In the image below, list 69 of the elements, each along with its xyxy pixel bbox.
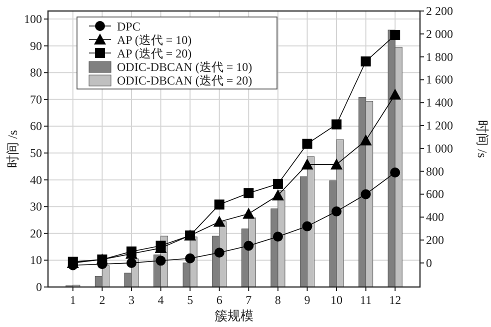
point	[126, 258, 136, 268]
y-axis-title: 时间 /s	[5, 130, 20, 168]
xtick-label: 8	[274, 293, 281, 307]
point	[185, 253, 196, 264]
point	[302, 221, 312, 232]
point	[302, 138, 312, 149]
point	[213, 216, 226, 227]
xtick-label: 5	[187, 293, 194, 307]
point	[330, 158, 343, 170]
point	[390, 30, 400, 40]
y2-tick-label: 1 600	[426, 72, 453, 87]
y2-tick-label: 800	[426, 164, 444, 178]
xtick-label: 1	[70, 293, 76, 307]
xtick-label: 7	[246, 293, 252, 307]
y2-tick-label: 1 000	[426, 141, 453, 156]
y-tick-label: 90	[30, 38, 42, 53]
y-tick-label: 50	[30, 146, 42, 160]
xtick-label: 11	[360, 293, 372, 307]
y-tick-label: 60	[30, 119, 42, 134]
y-tick-label: 40	[30, 172, 42, 187]
point	[301, 158, 314, 170]
y-tick-label: 30	[30, 200, 42, 214]
y2-tick-label: 2 200	[426, 4, 453, 18]
point	[214, 248, 224, 258]
point	[156, 256, 166, 266]
point	[272, 189, 284, 200]
xtick-label: 10	[330, 293, 343, 307]
y-tick-label: 70	[30, 92, 42, 106]
y-tick-label: 10	[30, 253, 42, 268]
point	[214, 200, 224, 210]
point	[126, 246, 136, 256]
point	[242, 208, 255, 219]
y2-tick-label: 600	[426, 187, 444, 202]
point	[360, 189, 371, 200]
y2-tick-label: 1 800	[426, 50, 453, 64]
point	[360, 134, 372, 146]
point	[389, 88, 402, 100]
legend-label: AP (迭代 = 20)	[117, 46, 192, 60]
y2-tick-label: 1 400	[426, 96, 453, 110]
y-tick-label: 100	[24, 12, 42, 26]
xtick-label: 12	[389, 293, 402, 307]
legend-label: ODIC-DBCAN (迭代 = 20)	[117, 74, 252, 88]
y-tick-label: 0	[36, 280, 42, 294]
point	[272, 178, 283, 189]
x-axis-title: 簇规模	[214, 308, 254, 323]
legend-label: ODIC-DBCAN (迭代 = 10)	[117, 60, 252, 74]
y2-axis-title: 时间 /s	[475, 120, 490, 158]
y-tick-label: 20	[30, 226, 42, 240]
xtick-label: 6	[216, 293, 222, 307]
point	[272, 232, 283, 242]
point	[244, 240, 254, 251]
point	[156, 240, 166, 251]
y2-tick-label: 1 200	[426, 118, 453, 133]
point	[332, 119, 342, 130]
y-tick-label: 80	[30, 66, 42, 80]
y2-tick-label: 2 000	[426, 26, 453, 41]
y2-tick-label: 400	[426, 210, 444, 224]
y2-tick-label: 0	[426, 256, 432, 270]
legend-label: AP (迭代 = 10)	[117, 33, 192, 47]
point	[244, 188, 254, 198]
point	[332, 206, 342, 216]
legend-label: DPC	[117, 20, 140, 34]
xtick-label: 4	[158, 293, 164, 307]
xtick-label: 9	[304, 293, 310, 307]
point	[360, 56, 371, 66]
point	[390, 167, 400, 178]
xtick-label: 2	[99, 293, 106, 307]
xtick-label: 3	[128, 293, 134, 307]
y2-tick-label: 200	[426, 233, 444, 248]
